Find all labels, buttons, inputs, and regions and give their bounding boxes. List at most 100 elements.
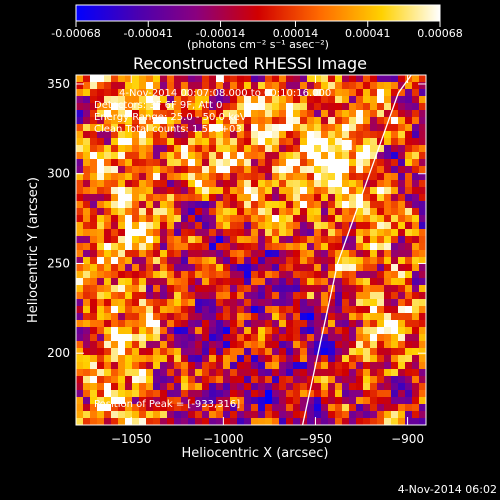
heatmap-cell bbox=[76, 166, 84, 174]
heatmap-cell bbox=[223, 292, 231, 300]
heatmap-cell bbox=[181, 89, 189, 97]
heatmap-cell bbox=[307, 341, 315, 349]
heatmap-cell bbox=[167, 166, 175, 174]
heatmap-cell bbox=[188, 180, 196, 188]
heatmap-cell bbox=[195, 145, 203, 153]
heatmap-cell bbox=[209, 82, 217, 90]
heatmap-cell bbox=[216, 383, 224, 391]
heatmap-cell bbox=[132, 187, 140, 195]
heatmap-cell bbox=[237, 362, 245, 370]
heatmap-cell bbox=[286, 215, 294, 223]
heatmap-cell bbox=[251, 201, 259, 209]
heatmap-cell bbox=[104, 397, 112, 405]
heatmap-cell bbox=[76, 180, 84, 188]
heatmap-cell bbox=[195, 418, 203, 425]
heatmap-cell bbox=[412, 201, 420, 209]
heatmap-cell bbox=[307, 257, 315, 265]
heatmap-cell bbox=[188, 411, 196, 419]
heatmap-cell bbox=[272, 278, 280, 286]
heatmap-cell bbox=[342, 96, 350, 104]
heatmap-cell bbox=[258, 89, 266, 97]
heatmap-cell bbox=[321, 243, 329, 251]
heatmap-cell bbox=[76, 75, 84, 83]
heatmap-cell bbox=[153, 341, 161, 349]
heatmap-cell bbox=[202, 82, 210, 90]
heatmap-cell bbox=[125, 229, 133, 237]
heatmap-cell bbox=[83, 334, 91, 342]
heatmap-cell bbox=[202, 369, 210, 377]
heatmap-cell bbox=[167, 180, 175, 188]
heatmap-cell bbox=[90, 229, 98, 237]
heatmap-cell bbox=[223, 299, 231, 307]
heatmap-cell bbox=[139, 418, 147, 425]
heatmap-cell bbox=[363, 145, 371, 153]
heatmap-cell bbox=[412, 306, 420, 314]
heatmap-cell bbox=[300, 257, 308, 265]
heatmap-cell bbox=[153, 173, 161, 181]
heatmap-cell bbox=[370, 75, 378, 83]
heatmap-cell bbox=[314, 341, 322, 349]
heatmap-cell bbox=[83, 110, 91, 118]
heatmap-cell bbox=[370, 376, 378, 384]
heatmap-cell bbox=[160, 418, 168, 425]
heatmap-cell bbox=[377, 75, 385, 83]
heatmap-cell bbox=[195, 292, 203, 300]
heatmap-cell bbox=[328, 257, 336, 265]
heatmap-cell bbox=[251, 257, 259, 265]
heatmap-cell bbox=[419, 145, 426, 153]
heatmap-cell bbox=[321, 390, 329, 398]
heatmap-cell bbox=[76, 362, 84, 370]
heatmap-cell bbox=[251, 271, 259, 279]
heatmap-cell bbox=[391, 362, 399, 370]
heatmap-cell bbox=[377, 313, 385, 321]
heatmap-cell bbox=[195, 376, 203, 384]
heatmap-cell bbox=[76, 152, 84, 160]
x-tick-label: −1050 bbox=[111, 432, 152, 446]
heatmap-cell bbox=[405, 257, 413, 265]
heatmap-cell bbox=[146, 334, 154, 342]
heatmap-cell bbox=[293, 348, 301, 356]
heatmap-cell bbox=[405, 180, 413, 188]
heatmap-cell bbox=[160, 243, 168, 251]
heatmap-cell bbox=[83, 124, 91, 132]
heatmap-cell bbox=[181, 229, 189, 237]
heatmap-cell bbox=[188, 96, 196, 104]
heatmap-cell bbox=[202, 124, 210, 132]
heatmap-cell bbox=[209, 194, 217, 202]
heatmap-cell bbox=[321, 278, 329, 286]
heatmap-cell bbox=[384, 362, 392, 370]
heatmap-cell bbox=[398, 201, 406, 209]
heatmap-cell bbox=[132, 110, 140, 118]
heatmap-cell bbox=[90, 334, 98, 342]
heatmap-cell bbox=[398, 166, 406, 174]
heatmap-cell bbox=[321, 348, 329, 356]
heatmap-cell bbox=[167, 250, 175, 258]
heatmap-cell bbox=[314, 145, 322, 153]
heatmap-cell bbox=[132, 145, 140, 153]
heatmap-cell bbox=[363, 411, 371, 419]
heatmap-cell bbox=[307, 236, 315, 244]
heatmap-cell bbox=[104, 229, 112, 237]
heatmap-cell bbox=[377, 369, 385, 377]
heatmap-cell bbox=[307, 355, 315, 363]
heatmap-cell bbox=[349, 271, 357, 279]
heatmap-cell bbox=[349, 145, 357, 153]
heatmap-cell bbox=[412, 96, 420, 104]
heatmap-cell bbox=[160, 397, 168, 405]
heatmap-cell bbox=[202, 243, 210, 251]
heatmap-cell bbox=[195, 89, 203, 97]
heatmap-cell bbox=[307, 404, 315, 412]
heatmap-cell bbox=[83, 194, 91, 202]
heatmap-cell bbox=[132, 131, 140, 139]
heatmap-cell bbox=[139, 208, 147, 216]
heatmap-cell bbox=[230, 173, 238, 181]
heatmap-cell bbox=[146, 173, 154, 181]
heatmap-cell bbox=[398, 355, 406, 363]
heatmap-cell bbox=[223, 355, 231, 363]
heatmap-cell bbox=[216, 131, 224, 139]
heatmap-cell bbox=[279, 201, 287, 209]
heatmap-cell bbox=[216, 334, 224, 342]
heatmap-cell bbox=[230, 82, 238, 90]
heatmap-cell bbox=[377, 96, 385, 104]
heatmap-cell bbox=[167, 152, 175, 160]
